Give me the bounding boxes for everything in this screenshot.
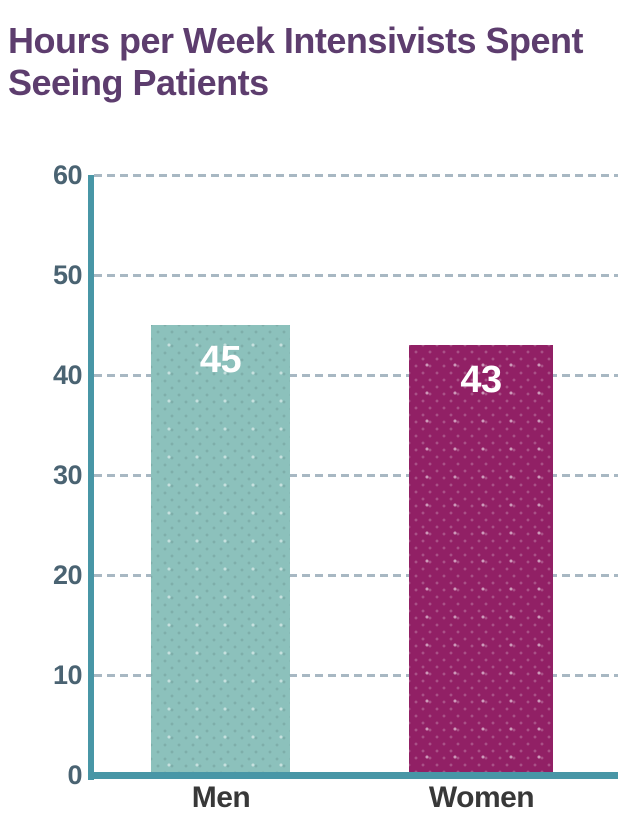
bar-men: 45 [151, 325, 290, 775]
x-axis-label-women: Women [428, 781, 535, 814]
x-axis-line [88, 772, 618, 779]
gridline-20 [94, 573, 618, 577]
y-tick-label-60: 60 [52, 160, 83, 190]
bar-women: 43 [409, 345, 553, 775]
bar-value-label-men: 45 [199, 339, 242, 381]
y-tick-label-0: 0 [67, 760, 82, 790]
gridline-40 [94, 373, 618, 377]
gridline-30 [94, 473, 618, 477]
gridline-10 [94, 673, 618, 677]
y-tick-label-30: 30 [52, 460, 83, 490]
gridline-50 [94, 273, 618, 277]
page-title: Hours per Week Intensivists Spent Seeing… [8, 20, 584, 103]
y-tick-label-40: 40 [52, 360, 83, 390]
x-axis-label-men: Men [191, 781, 251, 814]
bar-value-label-women: 43 [460, 359, 502, 401]
y-tick-label-10: 10 [52, 660, 83, 690]
y-tick-label-20: 20 [52, 560, 83, 590]
y-axis-line [88, 175, 94, 780]
gridline-60 [94, 173, 618, 177]
plot-area: 45 43 [88, 173, 618, 780]
y-tick-label-50: 50 [52, 260, 83, 290]
